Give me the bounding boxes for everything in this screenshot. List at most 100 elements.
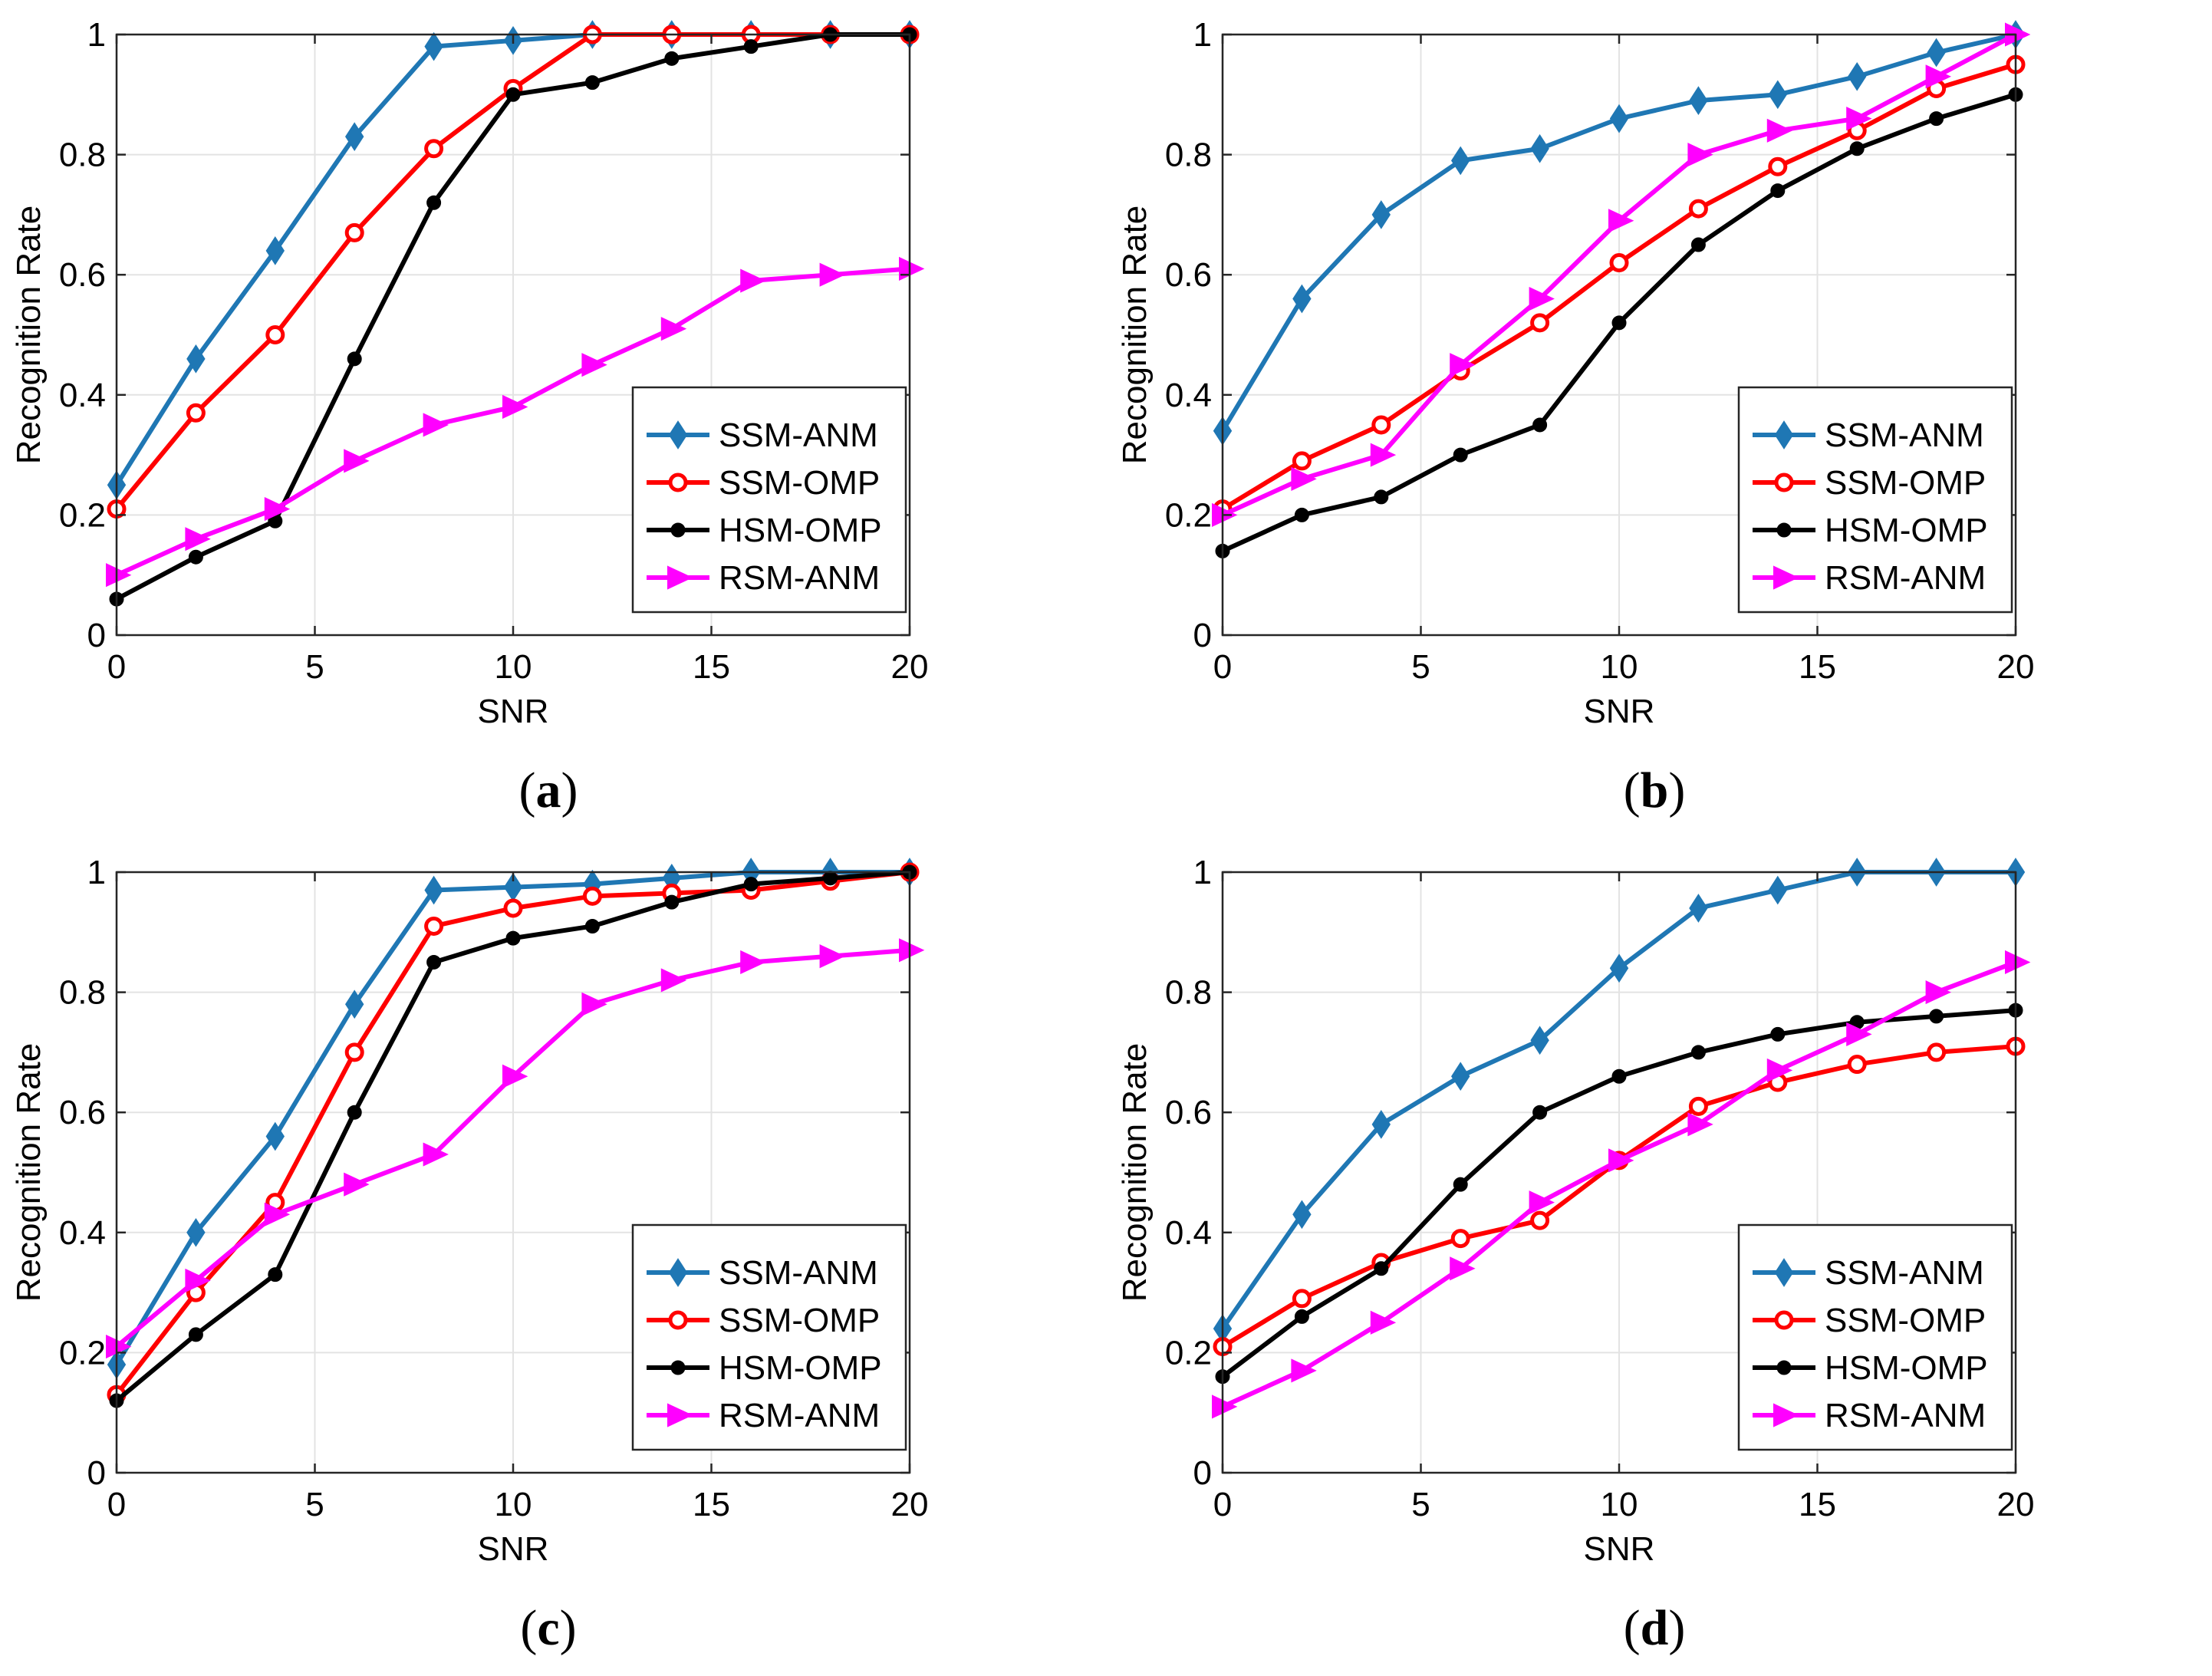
x-tick-label: 10 [1601, 1486, 1638, 1523]
data-point [819, 262, 845, 287]
caption-letter: c [537, 1600, 559, 1656]
x-tick-label: 10 [1601, 648, 1638, 686]
data-point [1689, 86, 1708, 115]
data-point [1292, 451, 1312, 471]
data-point [740, 268, 766, 293]
caption-close: ) [561, 762, 578, 818]
legend-label: SSM-OMP [719, 1302, 880, 1339]
data-point [1929, 1009, 1944, 1024]
data-point [1370, 443, 1397, 467]
data-point [1374, 1261, 1389, 1276]
caption-close: ) [1668, 762, 1685, 818]
legend-label: RSM-ANM [1825, 559, 1986, 597]
legend-marker [1774, 1258, 1794, 1287]
legend-marker [670, 1360, 686, 1375]
legend-item: HSM-OMP [647, 1349, 882, 1387]
legend-item: HSM-OMP [1753, 512, 1988, 549]
data-point [899, 256, 925, 281]
data-point [1291, 1358, 1317, 1383]
legend-marker [668, 420, 688, 449]
series-ssm-anm [1213, 20, 2026, 446]
legend: SSM-ANM SSM-OMP HSM-OMP RSM-ANM [631, 386, 907, 614]
data-point [347, 1105, 362, 1120]
series-hsm-omp [109, 27, 917, 607]
y-tick-label: 0 [1193, 1454, 1212, 1492]
data-point [1370, 1310, 1397, 1335]
data-point [186, 403, 206, 423]
data-point [345, 989, 364, 1019]
data-point [660, 968, 687, 993]
caption-letter: d [1641, 1600, 1669, 1656]
series-rsm-anm [106, 256, 925, 588]
x-tick-label: 20 [1997, 1486, 2035, 1523]
data-point [1292, 1289, 1312, 1309]
data-point [1532, 417, 1548, 433]
x-axis-label: SNR [1584, 1530, 1655, 1568]
legend-item: RSM-ANM [647, 559, 880, 597]
data-point [1927, 38, 1946, 68]
chart-panel-a: 0 5 10 15 20 0 0.2 0.4 0.6 0.8 1 SNR Recognition Rat… [0, 0, 1106, 838]
data-point [1690, 237, 1706, 252]
data-point [1530, 313, 1550, 333]
legend-marker [1774, 1310, 1794, 1330]
legend-marker [670, 522, 686, 538]
data-point [743, 877, 759, 892]
data-point [1529, 286, 1555, 311]
data-point [1927, 1042, 1947, 1062]
y-tick-label: 0.6 [59, 256, 106, 294]
data-point [2005, 950, 2031, 975]
data-point [1453, 1177, 1468, 1192]
data-point [740, 950, 766, 975]
chart-svg: 0 5 10 15 20 0 0.2 0.4 0.6 0.8 1 SNR Recognition Rat… [1116, 854, 2035, 1656]
data-point [505, 930, 521, 946]
legend-marker [668, 1310, 688, 1330]
legend-marker [1774, 420, 1794, 449]
legend-item: SSM-ANM [1753, 417, 1984, 454]
data-point [264, 496, 291, 522]
legend-marker [667, 1403, 693, 1427]
caption-close: ) [1668, 1600, 1685, 1656]
legend-item: RSM-ANM [1753, 1397, 1986, 1434]
legend-label: SSM-OMP [1825, 1302, 1986, 1339]
data-point [423, 413, 449, 437]
data-point [584, 75, 600, 91]
data-point [1687, 143, 1713, 167]
x-axis-label: SNR [1584, 693, 1655, 730]
caption-close: ) [560, 1600, 577, 1656]
x-tick-label: 5 [1411, 648, 1430, 686]
y-tick-label: 1 [1193, 16, 1212, 54]
data-point [1766, 118, 1793, 143]
x-tick-label: 20 [891, 648, 929, 686]
data-point [1530, 1026, 1549, 1055]
legend-label: SSM-OMP [719, 464, 880, 502]
series-hsm-omp [109, 864, 917, 1408]
data-point [1453, 447, 1468, 463]
x-tick-label: 15 [1799, 1486, 1836, 1523]
y-tick-label: 0.4 [59, 377, 106, 414]
legend: SSM-ANM SSM-OMP HSM-OMP RSM-ANM [1737, 1223, 2013, 1451]
data-point [1608, 209, 1634, 233]
data-point [1530, 1210, 1550, 1230]
y-tick-label: 0.2 [1165, 496, 1212, 534]
legend-label: HSM-OMP [1825, 512, 1988, 549]
data-point [1609, 104, 1629, 133]
series-rsm-anm [1212, 950, 2031, 1419]
data-point [1846, 107, 1872, 131]
data-point [1371, 200, 1391, 229]
data-point [185, 527, 211, 552]
legend-marker [1773, 565, 1799, 590]
data-point [344, 1172, 370, 1197]
data-point [1608, 1148, 1634, 1173]
legend-item: SSM-OMP [1753, 1302, 1986, 1339]
data-point [188, 549, 203, 565]
chart-panel-b: 0 5 10 15 20 0 0.2 0.4 0.6 0.8 1 SNR Recognition Rat… [1106, 0, 2212, 838]
legend-marker [668, 1258, 688, 1287]
panel-caption: (c) [520, 1600, 576, 1656]
x-tick-label: 0 [107, 1486, 126, 1523]
data-point [1291, 466, 1317, 491]
legend-label: SSM-ANM [719, 417, 878, 454]
data-point [1689, 894, 1708, 923]
data-point [1451, 146, 1470, 176]
data-point [344, 1042, 364, 1062]
data-point [264, 1202, 291, 1227]
